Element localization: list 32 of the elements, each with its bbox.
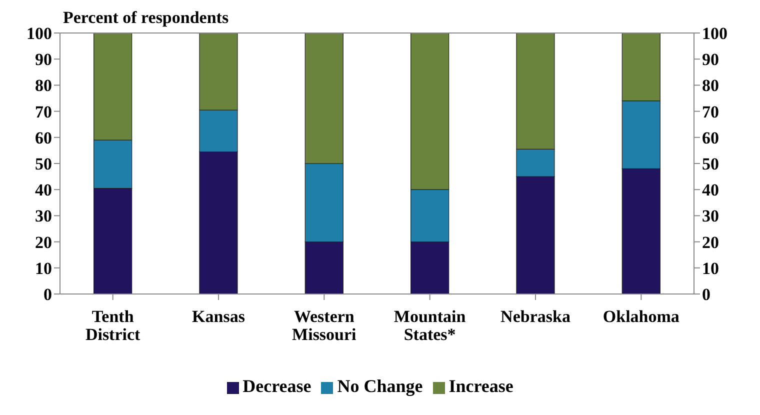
y2-tick-label: 10 <box>702 258 719 278</box>
y-tick-label: 80 <box>35 76 52 96</box>
y-tick-label: 30 <box>35 206 52 226</box>
x-tick-label: Tenth District <box>85 307 141 344</box>
y2-tick-label: 40 <box>702 180 719 200</box>
y-tick-label: 70 <box>35 102 52 122</box>
y2-tick-label: 70 <box>702 102 719 122</box>
y2-tick-label: 60 <box>702 128 719 148</box>
y-tick-label: 10 <box>35 258 52 278</box>
y-tick-label: 60 <box>35 128 52 148</box>
x-tick-label: Nebraska <box>500 307 571 326</box>
x-tick-label: Mountain States* <box>394 307 466 344</box>
y-axis-title: Percent of respondents <box>63 8 229 28</box>
legend-label: No Change <box>337 376 423 396</box>
y2-tick-label: 80 <box>702 76 719 96</box>
x-tick-label: Oklahoma <box>602 307 680 326</box>
y-tick-label: 20 <box>35 232 52 252</box>
y-tick-label: 100 <box>26 24 52 44</box>
x-tick-label: Kansas <box>192 307 246 326</box>
y2-tick-label: 30 <box>702 206 719 226</box>
y2-tick-label: 20 <box>702 232 719 252</box>
y2-tick-label: 90 <box>702 50 719 70</box>
y2-tick-label: 0 <box>702 285 710 304</box>
legend-label: Decrease <box>242 376 312 396</box>
y2-tick-label: 50 <box>702 154 719 174</box>
y-tick-label: 0 <box>44 285 52 304</box>
y-tick-label: 50 <box>35 154 52 174</box>
legend-label: Increase <box>448 376 514 396</box>
x-tick-label: Western Missouri <box>292 307 357 344</box>
y2-tick-label: 100 <box>702 24 728 44</box>
y-tick-label: 40 <box>35 180 52 200</box>
y-tick-label: 90 <box>35 50 52 70</box>
